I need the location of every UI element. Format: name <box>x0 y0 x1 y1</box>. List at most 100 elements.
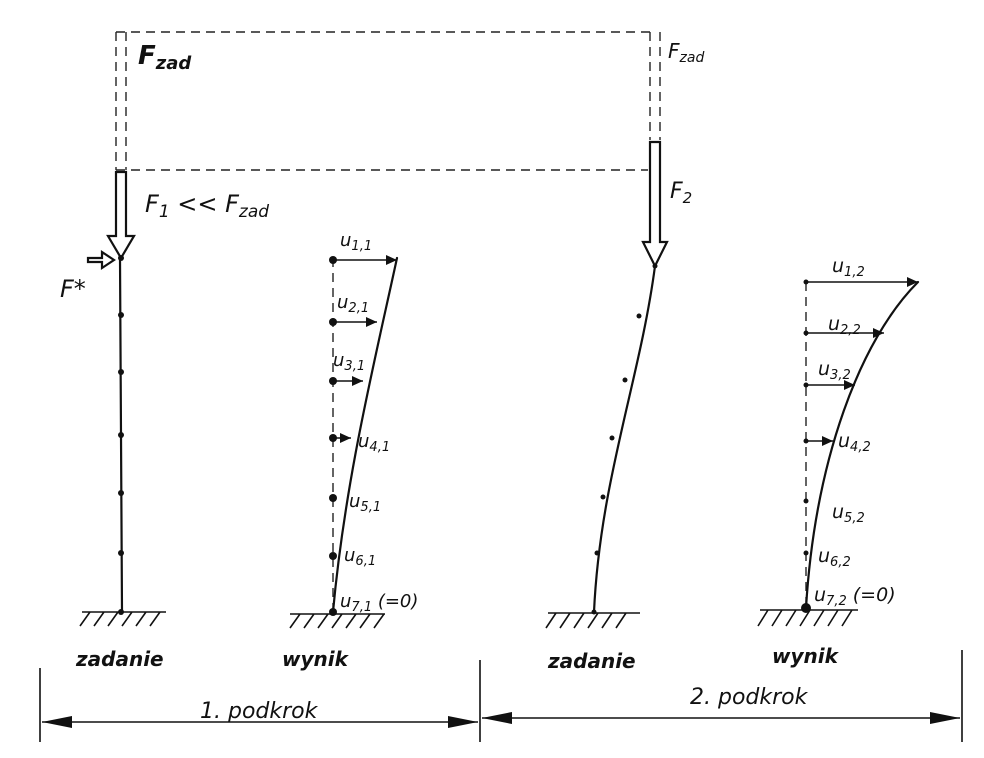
label-text: u <box>358 431 369 452</box>
label-text: u <box>349 491 360 512</box>
label: Fzad <box>138 41 192 74</box>
label-text: 2. podkrok <box>690 685 809 710</box>
label-text: u <box>832 255 844 277</box>
label-text: F* <box>60 275 86 303</box>
label-text: u <box>832 501 844 523</box>
node <box>118 255 124 261</box>
label: u3,2 <box>818 358 851 383</box>
label-text: u <box>340 230 351 251</box>
label: zadanie <box>75 647 164 671</box>
deformed-line <box>331 256 399 614</box>
nodes <box>118 255 918 616</box>
label-text: zadanie <box>75 647 164 671</box>
label-text: F <box>138 41 156 71</box>
column <box>592 264 657 614</box>
force-arrow <box>641 140 669 269</box>
label: u2,2 <box>828 313 861 338</box>
label-text: u <box>337 292 348 313</box>
node <box>118 550 124 556</box>
arrow-head <box>352 376 363 386</box>
subscript: 7,1 <box>351 600 372 615</box>
label-text: wynik <box>282 647 350 671</box>
node <box>636 313 642 319</box>
label-text: (=0) <box>372 591 418 612</box>
subscript: 5,1 <box>360 500 381 515</box>
label-text: u <box>818 545 830 567</box>
subscript: 1,2 <box>844 265 865 280</box>
node <box>600 494 606 500</box>
arrow-head <box>366 317 377 327</box>
node <box>118 490 124 496</box>
force-arrow <box>86 249 116 271</box>
label-text: F <box>670 179 683 204</box>
label: F2 <box>670 179 692 207</box>
arrow-head <box>844 380 855 390</box>
label-text: u <box>814 584 826 606</box>
label-text: u <box>333 350 344 371</box>
label: u1,1 <box>340 230 372 254</box>
node <box>622 377 628 383</box>
label: u2,1 <box>337 292 369 316</box>
subscript: 5,2 <box>844 511 865 526</box>
node <box>609 435 615 441</box>
arrow-head <box>822 436 833 446</box>
subscript: 2 <box>683 189 693 207</box>
label-text: u <box>818 358 830 380</box>
arrow-head <box>340 433 351 443</box>
label-text: zadanie <box>547 649 636 673</box>
subscript: 7,2 <box>826 594 847 609</box>
node <box>329 552 337 560</box>
node <box>591 609 597 615</box>
label: wynik <box>282 647 350 671</box>
subscript: 3,2 <box>830 368 851 383</box>
node <box>803 550 809 556</box>
label: zadanie <box>547 649 636 673</box>
label: u7,2 (=0) <box>814 584 896 609</box>
frame <box>115 31 661 171</box>
node <box>652 263 658 269</box>
node <box>594 550 600 556</box>
node <box>329 494 337 502</box>
subscript: 3,1 <box>344 359 365 374</box>
label: u3,1 <box>333 350 365 374</box>
force-arrow <box>106 170 136 261</box>
node <box>329 608 337 616</box>
label: u6,1 <box>344 545 376 569</box>
node <box>803 498 809 504</box>
subscript: 1 <box>159 202 170 222</box>
node <box>118 369 124 375</box>
subscript: zad <box>155 53 193 74</box>
label-text: u <box>838 430 850 452</box>
label-text: F <box>145 190 160 218</box>
deformed-line <box>804 280 920 610</box>
node <box>118 432 124 438</box>
label-text: F <box>668 39 680 63</box>
arrow-head <box>386 255 397 265</box>
label-text: u <box>828 313 840 335</box>
node <box>118 312 124 318</box>
label-text: u <box>344 545 355 566</box>
label: F* <box>60 275 86 303</box>
arrow-head <box>907 277 918 287</box>
label: u4,2 <box>838 430 871 455</box>
node <box>801 603 811 613</box>
label: Fzad <box>668 39 704 66</box>
label-text: wynik <box>772 644 840 668</box>
label: F1 << Fzad <box>145 190 269 222</box>
node <box>118 609 124 615</box>
arrow-head <box>873 328 884 338</box>
subscript: 4,2 <box>850 440 871 455</box>
subscript: zad <box>679 50 705 66</box>
subscript: 6,1 <box>355 554 376 569</box>
label: u5,1 <box>349 491 381 515</box>
label: u1,2 <box>832 255 865 280</box>
subscript: 2,2 <box>840 323 861 338</box>
subscript: zad <box>238 202 269 222</box>
subscript: 1,1 <box>351 239 372 254</box>
subscript: 4,1 <box>369 440 390 455</box>
label: 1. podkrok <box>200 699 319 724</box>
dimension-line <box>39 650 963 742</box>
label: u4,1 <box>358 431 390 455</box>
